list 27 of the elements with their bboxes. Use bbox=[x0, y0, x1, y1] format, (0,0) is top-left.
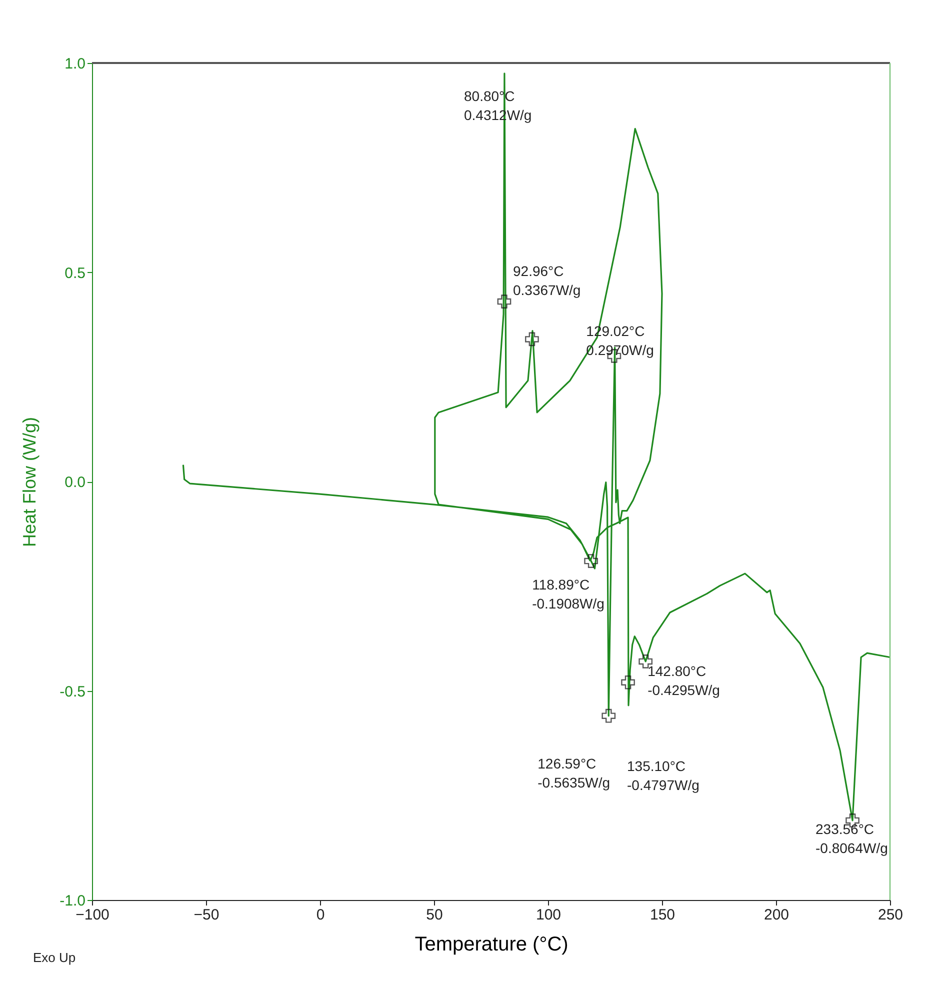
text: Exo Up bbox=[33, 950, 76, 965]
point bbox=[584, 554, 598, 568]
x-tick-label: 0 bbox=[316, 906, 325, 924]
y-tick-label: 0.5 bbox=[64, 264, 86, 282]
annotation: 126.59°C -0.5635W/g bbox=[538, 755, 610, 790]
x-tick-label: 50 bbox=[426, 906, 443, 924]
x-axis-title: Temperature (°C) bbox=[414, 934, 568, 956]
point bbox=[525, 332, 539, 346]
y-tick-label: -0.5 bbox=[60, 683, 86, 700]
y-tick-label: -1.0 bbox=[60, 892, 86, 910]
x-tick-label: 150 bbox=[650, 906, 676, 924]
annotation: 118.89°C -0.1908W/g bbox=[532, 576, 604, 612]
x-tick-label: −50 bbox=[194, 906, 220, 924]
annotation: 135.10°C -0.4797W/g bbox=[627, 758, 700, 793]
x-tick-label: 100 bbox=[536, 906, 562, 924]
annotation: 142.80°C -0.4295W/g bbox=[648, 663, 720, 698]
point bbox=[602, 708, 616, 723]
x-tick-label: 200 bbox=[764, 906, 790, 924]
annotation: 233.56°C -0.8064W/g bbox=[816, 820, 888, 856]
x-tick-label: −100 bbox=[76, 906, 110, 924]
point bbox=[621, 675, 635, 690]
y-tick-label: 1.0 bbox=[64, 56, 86, 72]
point bbox=[497, 294, 512, 308]
annotation: 92.96°C 0.3367W/g bbox=[513, 263, 581, 298]
y-tick-label: 0.0 bbox=[64, 474, 86, 491]
y-axis-title: Heat Flow (W/g) bbox=[20, 416, 40, 548]
x-tick-label: 250 bbox=[878, 906, 904, 924]
